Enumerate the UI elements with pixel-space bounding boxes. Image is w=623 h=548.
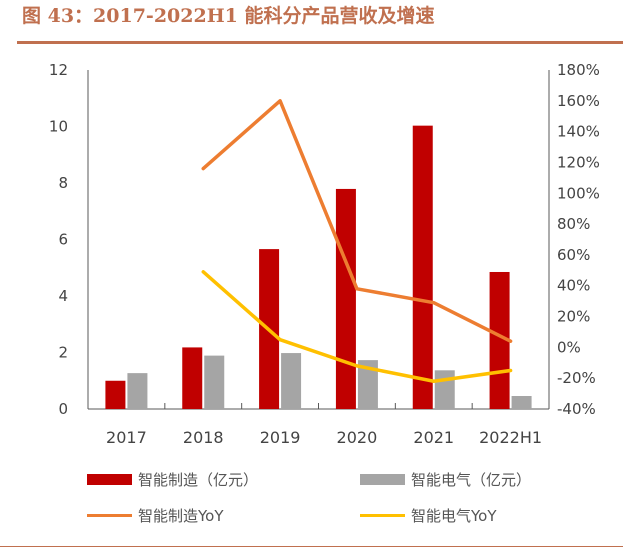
x-tick-label: 2020 bbox=[337, 428, 378, 447]
y-right-tick-label: 180% bbox=[557, 61, 600, 79]
bar-manufacturing bbox=[412, 125, 433, 409]
y-right-tick-label: -40% bbox=[557, 400, 596, 418]
legend-swatch-bar-red bbox=[87, 474, 132, 485]
y-left-tick-label: 8 bbox=[58, 174, 68, 192]
y-left-tick-label: 12 bbox=[49, 61, 68, 79]
y-left-tick-label: 6 bbox=[58, 231, 68, 249]
y-right-tick-label: 120% bbox=[557, 153, 600, 171]
figure-title: 图 43：2017-2022H1 能科分产品营收及增速 bbox=[22, 5, 435, 27]
y-left-tick-label: 4 bbox=[58, 287, 68, 305]
x-tick-label: 2018 bbox=[183, 428, 224, 447]
legend-label: 智能制造（亿元） bbox=[138, 471, 259, 489]
x-tick-label: 2022H1 bbox=[479, 428, 542, 447]
bar-electrical bbox=[127, 373, 148, 409]
legend-item-2: 智能制造YoY bbox=[87, 505, 224, 526]
y-right-tick-label: 0% bbox=[557, 338, 581, 356]
y-right-tick-label: 140% bbox=[557, 123, 600, 141]
bar-manufacturing bbox=[489, 271, 510, 409]
bar-electrical bbox=[434, 370, 455, 409]
bar-electrical bbox=[281, 353, 302, 409]
y-right-tick-label: 40% bbox=[557, 277, 590, 295]
legend-item-1: 智能电气（亿元） bbox=[360, 469, 531, 490]
legend-item-0: 智能制造（亿元） bbox=[87, 469, 258, 490]
y-left-tick-label: 0 bbox=[58, 400, 68, 418]
y-right-tick-label: 60% bbox=[557, 246, 590, 264]
legend-swatch-line-yellow bbox=[360, 514, 405, 517]
legend-label: 智能制造YoY bbox=[138, 507, 224, 525]
bar-electrical bbox=[204, 355, 225, 409]
title-rule bbox=[17, 41, 623, 44]
bar-electrical bbox=[511, 396, 532, 409]
x-tick-label: 2017 bbox=[106, 428, 147, 447]
line-manufacturing-yoy bbox=[201, 99, 513, 343]
bottom-rule bbox=[0, 546, 623, 547]
y-right-tick-label: 80% bbox=[557, 215, 590, 233]
legend-label: 智能电气（亿元） bbox=[411, 471, 532, 489]
bar-electrical bbox=[357, 360, 378, 409]
legend-item-3: 智能电气YoY bbox=[360, 505, 497, 526]
y-right-tick-label: 160% bbox=[557, 92, 600, 110]
y-left-tick-label: 10 bbox=[49, 118, 68, 136]
legend-label: 智能电气YoY bbox=[411, 507, 497, 525]
y-right-tick-label: 100% bbox=[557, 184, 600, 202]
bar-manufacturing bbox=[182, 347, 203, 409]
x-tick-label: 2019 bbox=[260, 428, 301, 447]
x-tick-label: 2021 bbox=[413, 428, 454, 447]
legend-swatch-bar-gray bbox=[360, 474, 405, 485]
legend-swatch-line-orange bbox=[87, 514, 132, 517]
y-right-tick-label: 20% bbox=[557, 308, 590, 326]
bar-manufacturing bbox=[335, 188, 356, 409]
y-left-tick-label: 2 bbox=[58, 344, 68, 362]
y-right-tick-label: -20% bbox=[557, 369, 596, 387]
bar-manufacturing bbox=[105, 380, 126, 409]
line-electrical-yoy bbox=[201, 270, 513, 384]
